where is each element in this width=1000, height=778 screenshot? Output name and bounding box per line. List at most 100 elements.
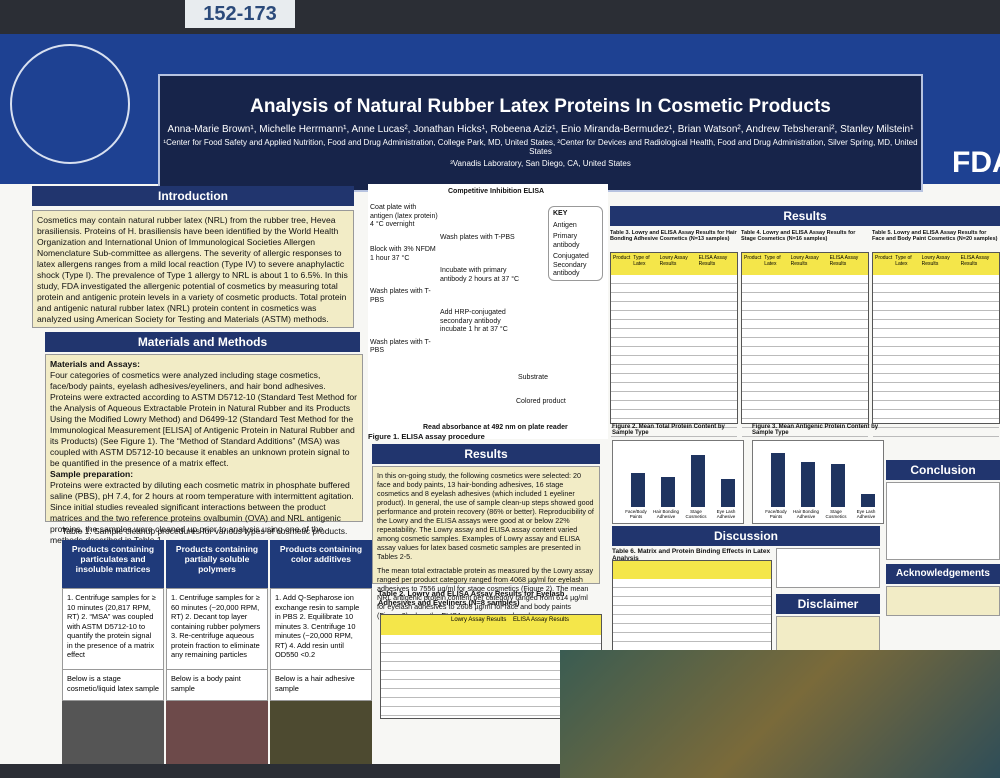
- table-row: [742, 347, 868, 356]
- cell: 1. Centrifuge samples for ≥ 10 minutes (…: [62, 588, 164, 670]
- table-row: [611, 419, 737, 428]
- paragraph: In this on-going study, the following co…: [377, 471, 594, 561]
- table-row: [742, 383, 868, 392]
- bar: [861, 494, 875, 507]
- result-table: Table 5. Lowry and ELISA Assay Results f…: [872, 230, 1000, 437]
- key-item: Conjugated Secondary antibody: [553, 253, 589, 277]
- section-heading: Acknowledgements: [886, 564, 1000, 584]
- results-text: In this on-going study, the following co…: [372, 466, 600, 620]
- table-column: Products containing color additives 1. Ad…: [270, 540, 372, 764]
- poster: Analysis of Natural Rubber Latex Protein…: [0, 34, 1000, 764]
- table-body: Product Type of Latex Lowry Assay Results E…: [610, 252, 738, 437]
- column-header: Product: [744, 255, 762, 261]
- elisa-step: Wash plates with T-PBS: [440, 233, 515, 241]
- sample-photo: [166, 701, 268, 764]
- table-row: [873, 293, 999, 302]
- hhs-seal: [10, 44, 130, 164]
- table-row: [742, 428, 868, 437]
- bar: [831, 463, 845, 507]
- table-row: [742, 410, 868, 419]
- result-table: Table 3. Lowry and ELISA Assay Results f…: [610, 230, 738, 437]
- table-row: [742, 392, 868, 401]
- prep-text: Proteins were extracted by diluting each…: [50, 480, 354, 545]
- assays-text: Four categories of cosmetics were analyz…: [50, 370, 357, 468]
- section-heading: Disclaimer: [776, 594, 880, 614]
- authors: Anna-Marie Brown¹, Michelle Herrmann¹, A…: [167, 124, 914, 135]
- table-caption: Table 2. Lowry and ELISA Assay Results f…: [378, 589, 565, 607]
- table-row: [873, 356, 999, 365]
- plot: Face/Body Paints Hair Bonding Adhesive Sta…: [752, 440, 884, 524]
- column-header: ELISA Assay Results: [960, 255, 990, 267]
- section-heading: Conclusion: [886, 460, 1000, 480]
- cell-note: Below is a stage cosmetic/liquid latex s…: [62, 670, 164, 701]
- bar: [721, 478, 735, 507]
- table-row: [873, 419, 999, 428]
- table-row: [873, 329, 999, 338]
- table-row: [611, 374, 737, 383]
- key-item: Primary antibody: [553, 233, 580, 249]
- table-row: [742, 275, 868, 284]
- x-tick-label: Stage Cosmetics: [825, 509, 847, 519]
- table-1: Products containing particulates and ins…: [62, 540, 374, 764]
- read-step: Read absorbance at 492 nm on plate reade…: [423, 424, 568, 431]
- table-row: [611, 392, 737, 401]
- table-row: [611, 338, 737, 347]
- column-header: Lowry Assay Results: [921, 255, 950, 267]
- disclaimer-text: [776, 616, 880, 656]
- column-header: ELISA Assay Results: [698, 255, 728, 267]
- table-row: [742, 374, 868, 383]
- table-row: [742, 302, 868, 311]
- label: Substrate: [518, 374, 548, 381]
- table-column: Products containing particulates and ins…: [62, 540, 164, 764]
- table-row: [611, 347, 737, 356]
- methods-box: Materials and Assays: Four categories of…: [45, 354, 363, 545]
- table-header: Lowry Assay Results ELISA Assay Results: [381, 615, 601, 635]
- col-group: ELISA Assay Results: [513, 617, 570, 623]
- table-row: [873, 347, 999, 356]
- plot: Face/Body Paints Hair Bonding Adhesive Sta…: [612, 440, 744, 524]
- column-header: Type of Latex: [764, 255, 781, 267]
- column-header: Type of Latex: [633, 255, 650, 267]
- table-row: [742, 338, 868, 347]
- cell: 1. Add Q-Sepharose ion exchange resin to…: [270, 588, 372, 670]
- figure: Figure 3. Mean Antigenic Protein Content…: [752, 424, 887, 524]
- figure-title: Competitive Inhibition ELISA: [448, 188, 545, 195]
- table-row: [742, 329, 868, 338]
- result-table: Table 4. Lowry and ELISA Assay Results f…: [741, 230, 869, 437]
- column-header: Product: [875, 255, 893, 261]
- carpet: [560, 650, 1000, 778]
- table-row: [611, 428, 737, 437]
- sample-photo: [270, 701, 372, 764]
- fda-logo: FDA: [952, 146, 1000, 179]
- key-item: KEY: [553, 210, 568, 217]
- bar: [691, 454, 705, 507]
- elisa-step: Incubate with primary antibody 2 hours a…: [440, 267, 520, 283]
- table-row: [611, 275, 737, 284]
- table-caption: Table 5. Lowry and ELISA Assay Results f…: [872, 230, 998, 242]
- elisa-step: Wash plates with T-PBS: [370, 288, 431, 304]
- table-row: [873, 311, 999, 320]
- table-row: [873, 410, 999, 419]
- table-header: Product Type of Latex Lowry Assay Results E…: [873, 253, 999, 275]
- column-header: Products containing partially soluble po…: [166, 540, 268, 588]
- section-heading: Results: [610, 206, 1000, 226]
- column-header: Lowry Assay Results: [790, 255, 819, 267]
- affiliation: ³Vanadis Laboratory, San Diego, CA, Unit…: [450, 159, 631, 168]
- table-row: [742, 356, 868, 365]
- table-row: [742, 320, 868, 329]
- column-header: Lowry Assay Results: [659, 255, 688, 267]
- key-box: KEY Antigen Primary antibody Conjugated Sec…: [548, 206, 603, 281]
- table-row: [873, 338, 999, 347]
- column-header: Product: [613, 255, 631, 261]
- bar: [801, 461, 815, 507]
- label: Colored product: [516, 398, 566, 405]
- section-heading: Discussion: [612, 526, 880, 546]
- poster-title: Analysis of Natural Rubber Latex Protein…: [250, 96, 831, 117]
- table-row: [611, 383, 737, 392]
- table-row: [742, 401, 868, 410]
- figure-caption: Figure 3. Mean Antigenic Protein Content…: [752, 424, 879, 436]
- figure-caption: Figure 1. ELISA assay procedure: [368, 432, 485, 441]
- x-tick-label: Hair Bonding Adhesive: [792, 509, 819, 519]
- x-tick-label: Face/Body Paints: [765, 509, 787, 519]
